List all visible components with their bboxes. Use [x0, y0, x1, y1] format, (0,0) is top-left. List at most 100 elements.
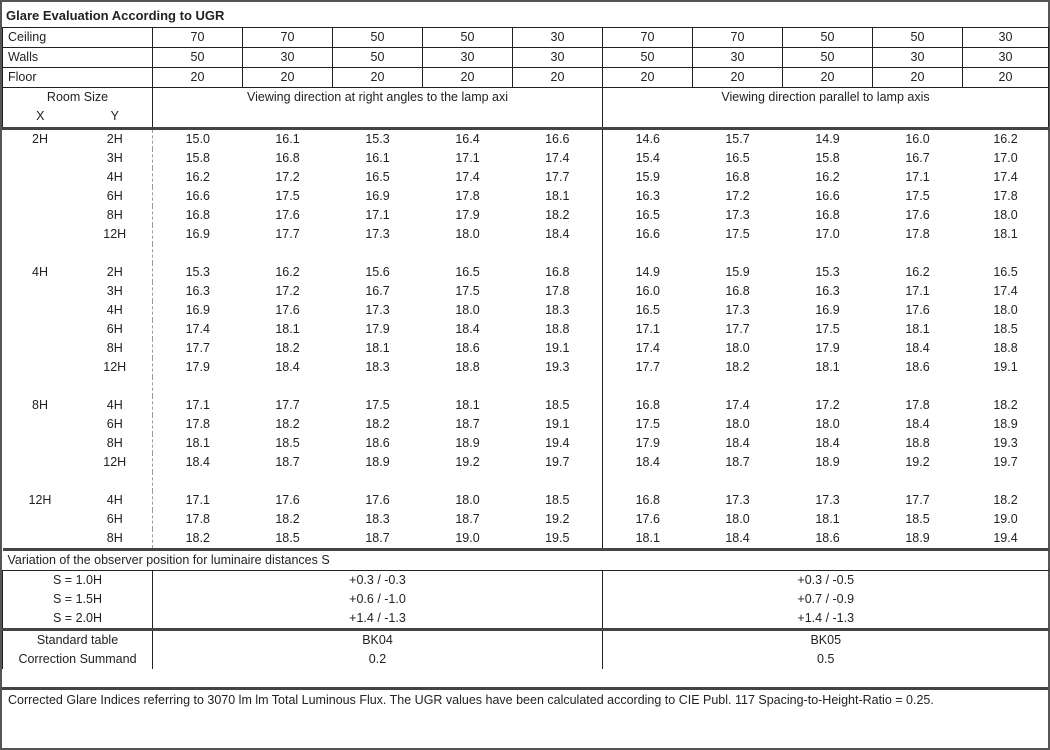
ugr-value: 17.7 — [275, 227, 300, 241]
ugr-value: 16.5 — [993, 265, 1018, 279]
ugr-value: 18.6 — [815, 531, 840, 545]
ugr-value: 19.1 — [545, 341, 570, 355]
data-row: 4H 16.2 17.2 16.5 17.4 17.7 15.9 16.8 16.2 17.1 17… — [3, 168, 1049, 187]
ugr-value: 16.8 — [545, 265, 570, 279]
ugr-value: 15.0 — [152, 128, 243, 149]
ugr-value: 18.1 — [455, 398, 480, 412]
reflectance-value: 20 — [962, 67, 1049, 88]
ugr-value: 16.8 — [725, 284, 750, 298]
standard-table-parallel: BK05 — [602, 628, 1049, 650]
ugr-value: 18.8 — [545, 322, 570, 336]
ugr-value: 17.4 — [993, 284, 1018, 298]
room-y: 3H — [106, 284, 123, 298]
ugr-value: 17.2 — [815, 398, 840, 412]
ugr-value: 14.9 — [602, 263, 693, 282]
ugr-value: 17.8 — [152, 510, 243, 529]
ugr-value: 14.6 — [602, 128, 693, 149]
data-row: 8H 16.8 17.6 17.1 17.9 18.2 16.5 17.3 16.8 17.6 18… — [3, 206, 1049, 225]
ugr-value: 16.0 — [905, 132, 930, 146]
ugr-value: 17.6 — [275, 493, 300, 507]
ugr-value: 16.5 — [725, 151, 750, 165]
reflectance-value: 30 — [242, 47, 333, 68]
data-row: 8H 18.2 18.5 18.7 19.0 19.5 18.1 18.4 18.6 18.9 19… — [3, 529, 1049, 550]
ugr-value: 18.7 — [725, 455, 750, 469]
spacer — [333, 472, 423, 491]
ugr-value: 17.3 — [365, 227, 390, 241]
ugr-value: 15.8 — [152, 149, 243, 168]
ugr-value: 16.1 — [365, 151, 390, 165]
ugr-value: 19.5 — [545, 531, 570, 545]
ugr-value: 17.9 — [455, 208, 480, 222]
ugr-value: 16.6 — [545, 132, 570, 146]
ugr-value: 17.3 — [725, 493, 750, 507]
spacer — [243, 377, 333, 396]
ugr-value: 16.8 — [815, 208, 840, 222]
reflectance-value: 70 — [602, 27, 693, 48]
ugr-value: 18.6 — [455, 341, 480, 355]
data-row: 4H 2H 15.3 16.2 15.6 16.5 16.8 14.9 15.9 15.3 16.2… — [3, 263, 1049, 282]
data-row: 2H 2H 15.0 16.1 15.3 16.4 16.6 14.6 15.7 14.9 16.0… — [3, 128, 1049, 149]
ugr-value: 17.6 — [365, 493, 390, 507]
ugr-value: 19.4 — [993, 531, 1018, 545]
spacer — [423, 377, 513, 396]
ugr-value: 18.4 — [152, 453, 243, 472]
spacer — [423, 472, 513, 491]
ugr-value: 18.2 — [275, 417, 300, 431]
variation-header-row: Variation of the observer position for l… — [2, 548, 1049, 571]
standard-table-row: Standard table BK04 BK05 — [2, 628, 1049, 650]
ugr-value: 17.5 — [455, 284, 480, 298]
room-x: 12H — [28, 493, 52, 507]
room-x — [3, 529, 78, 550]
ugr-value: 17.2 — [275, 284, 300, 298]
ugr-value: 18.9 — [993, 417, 1018, 431]
spacer — [3, 377, 153, 396]
correction-summand-label: Correction Summand — [2, 650, 153, 669]
ugr-value: 16.6 — [815, 189, 840, 203]
variation-parallel: +0.7 / -0.9 — [602, 590, 1049, 609]
room-y: 6H — [106, 512, 123, 526]
ugr-value: 17.4 — [602, 339, 693, 358]
reflectance-row: Walls 50 30 50 30 30 50 30 50 30 30 — [2, 47, 1049, 68]
room-y: 4H — [106, 398, 123, 412]
ugr-value: 17.2 — [275, 170, 300, 184]
reflectance-value: 20 — [422, 67, 513, 88]
data-row: 6H 16.6 17.5 16.9 17.8 18.1 16.3 17.2 16.6 17.5 17… — [3, 187, 1049, 206]
variation-label: Variation of the observer position for l… — [2, 548, 1049, 571]
ugr-value: 17.7 — [602, 358, 693, 377]
spacer — [783, 472, 873, 491]
ugr-value: 18.2 — [275, 512, 300, 526]
ugr-value: 15.3 — [815, 265, 840, 279]
data-row: 12H 16.9 17.7 17.3 18.0 18.4 16.6 17.5 17.0 17.8 1… — [3, 225, 1049, 244]
spacer — [333, 244, 423, 263]
ugr-value: 19.3 — [993, 436, 1018, 450]
ugr-value: 18.5 — [275, 436, 300, 450]
spacer-row — [3, 377, 1049, 396]
ugr-value: 18.4 — [725, 531, 750, 545]
ugr-value: 16.8 — [725, 170, 750, 184]
variation-right-angles: +1.4 / -1.3 — [152, 609, 603, 630]
spacer — [3, 244, 153, 263]
ugr-value: 17.8 — [455, 189, 480, 203]
ugr-value: 17.7 — [545, 170, 570, 184]
ugr-value: 18.1 — [365, 341, 390, 355]
variation-row: S = 2.0H +1.4 / -1.3 +1.4 / -1.3 — [2, 609, 1049, 630]
spacer — [963, 472, 1049, 491]
ugr-value: 18.4 — [602, 453, 693, 472]
x-label: X — [36, 109, 45, 123]
correction-summand-right-angles: 0.2 — [152, 650, 603, 669]
ugr-value: 18.1 — [815, 360, 840, 374]
room-x — [3, 187, 78, 206]
room-y: 8H — [106, 208, 123, 222]
ugr-value: 18.0 — [455, 303, 480, 317]
ugr-value: 18.4 — [905, 341, 930, 355]
spacer — [513, 377, 603, 396]
data-row: 6H 17.8 18.2 18.2 18.7 19.1 17.5 18.0 18.0 18.4 18… — [3, 415, 1049, 434]
ugr-value: 18.9 — [365, 455, 390, 469]
y-label: Y — [110, 109, 119, 123]
room-x — [3, 453, 78, 472]
room-x — [3, 339, 78, 358]
reflectance-value: 30 — [962, 27, 1049, 48]
data-row: 8H 18.1 18.5 18.6 18.9 19.4 17.9 18.4 18.4 18.8 19… — [3, 434, 1049, 453]
ugr-value: 15.3 — [365, 132, 390, 146]
ugr-value: 16.0 — [602, 282, 693, 301]
